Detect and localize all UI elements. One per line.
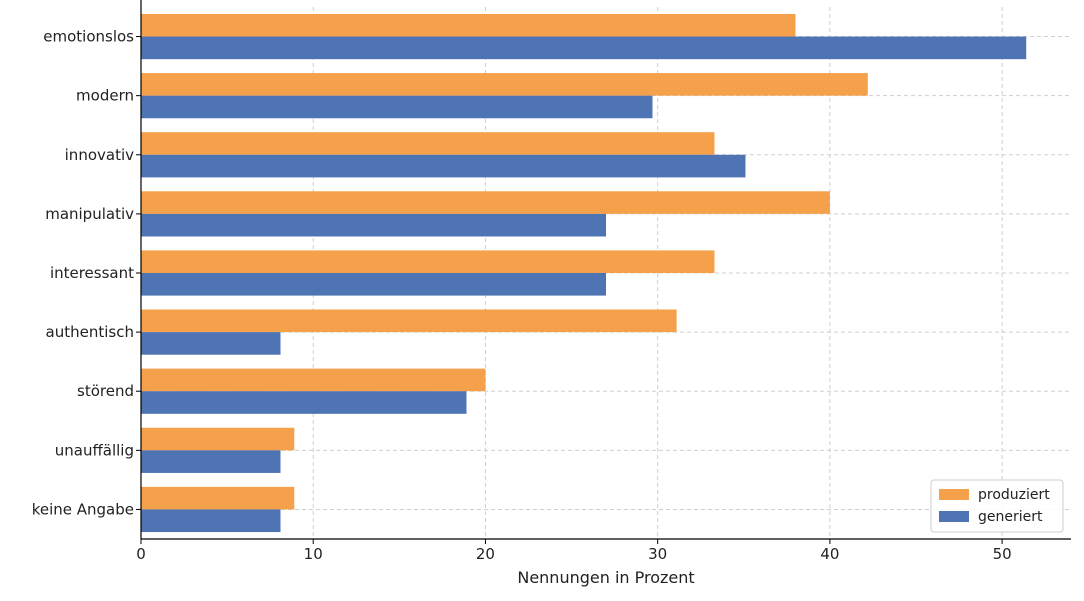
legend-label-generiert: generiert: [978, 509, 1043, 525]
y-tick-label: keine Angabe: [32, 500, 134, 518]
x-tick-label: 50: [993, 545, 1012, 563]
bars: [141, 13, 1027, 533]
bar-generiert: [141, 154, 746, 178]
y-tick-label: störend: [77, 382, 134, 400]
bar-produziert: [141, 368, 486, 392]
bar-generiert: [141, 450, 281, 473]
legend-label-produziert: produziert: [978, 487, 1050, 503]
bar-produziert: [141, 13, 796, 37]
y-tick-label: interessant: [50, 264, 134, 282]
bar-generiert: [141, 36, 1027, 60]
bar-generiert: [141, 332, 281, 355]
bar-generiert: [141, 273, 606, 296]
axes: [136, 0, 1071, 544]
y-tick-label: innovativ: [65, 146, 134, 164]
x-tick-label: 0: [136, 545, 146, 563]
bar-produziert: [141, 73, 868, 96]
x-tick-label: 40: [820, 545, 839, 563]
y-tick-label: unauffällig: [55, 441, 134, 459]
tick-labels: 0 10 20 30 40 50 emotionslos modern innovativ man…: [32, 28, 1012, 563]
x-tick-label: 30: [648, 545, 667, 563]
bar-generiert: [141, 391, 467, 414]
legend-swatch-produziert: [939, 489, 969, 500]
x-tick-label: 10: [304, 545, 323, 563]
legend: produziert generiert: [930, 479, 1064, 533]
bar-generiert: [141, 213, 606, 237]
x-axis-label: Nennungen in Prozent: [517, 568, 694, 587]
y-tick-label: authentisch: [46, 323, 134, 341]
bar-produziert: [141, 427, 295, 451]
bar-produziert: [141, 250, 715, 273]
bar-produziert: [141, 191, 830, 214]
x-tick-label: 20: [476, 545, 495, 563]
bar-produziert: [141, 309, 677, 333]
y-tick-label: emotionslos: [43, 28, 134, 46]
bar-produziert: [141, 132, 715, 155]
bar-generiert: [141, 509, 281, 533]
bar-generiert: [141, 95, 653, 119]
bar-produziert: [141, 486, 295, 510]
y-tick-label: manipulativ: [45, 205, 134, 223]
y-tick-label: modern: [76, 87, 134, 105]
legend-swatch-generiert: [939, 511, 969, 522]
